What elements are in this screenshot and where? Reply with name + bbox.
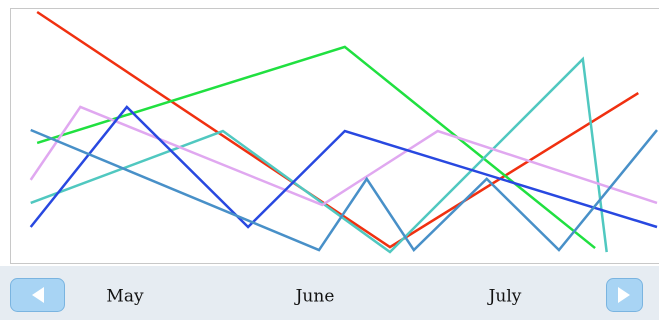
prev-button[interactable] — [10, 278, 65, 312]
plot-area — [29, 10, 658, 254]
navigator-label: May — [106, 287, 144, 307]
navigator-bar — [0, 266, 659, 320]
series-line — [29, 105, 658, 229]
navigator-label: June — [294, 287, 335, 307]
navigator-labels: May June July — [106, 287, 521, 307]
series-line — [29, 105, 658, 207]
series-line — [30, 56, 608, 254]
series-line — [36, 10, 639, 249]
next-button[interactable] — [606, 278, 643, 312]
navigator-label: July — [487, 287, 522, 307]
series-line — [30, 128, 658, 253]
